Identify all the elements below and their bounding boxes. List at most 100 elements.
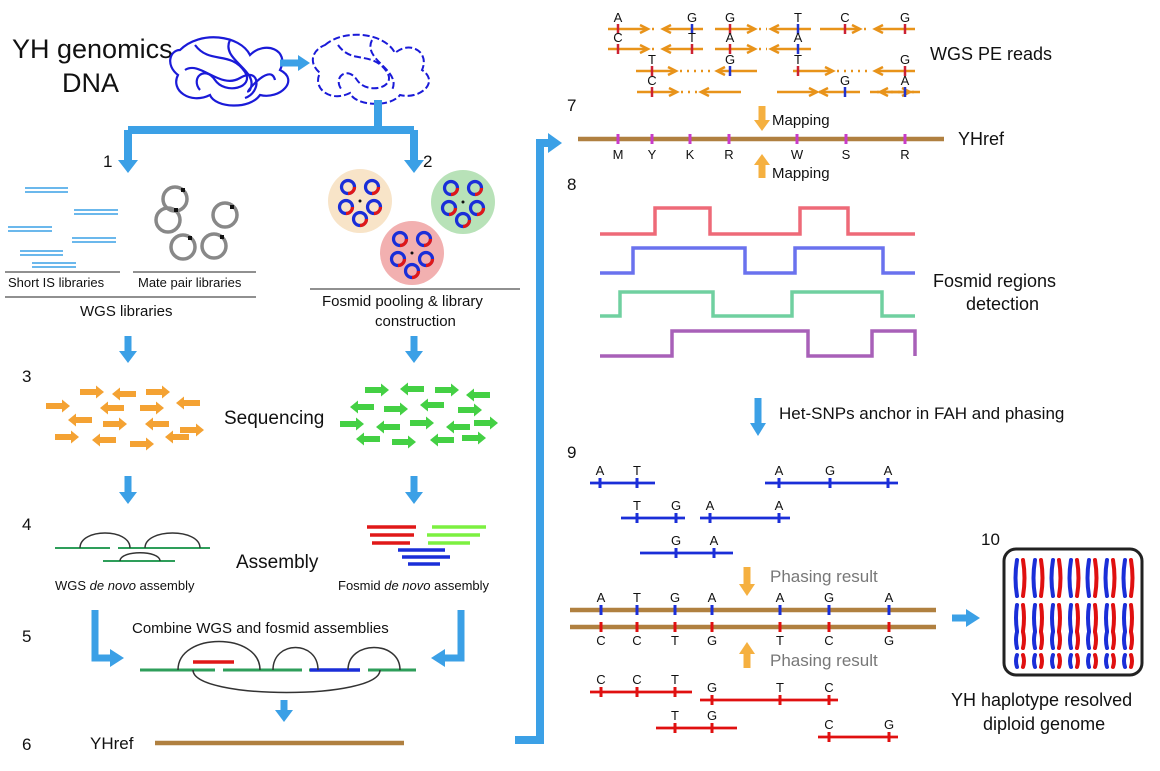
fosmid-ring-insert xyxy=(399,238,409,248)
green-read-arrow xyxy=(350,400,374,414)
fosmid-ring-insert xyxy=(371,186,381,196)
green-read-arrow xyxy=(376,420,400,434)
wgs-pe-reads: A G G T C GC T A AT G T GC G A xyxy=(608,10,920,98)
final-arrow-head xyxy=(966,609,980,627)
hap-top-allele: T xyxy=(633,590,641,605)
fosmid-ring-insert xyxy=(474,187,484,197)
chromosome-blue xyxy=(1104,653,1109,669)
orange-read-arrow xyxy=(46,399,70,413)
fosmid-ring-insert xyxy=(411,270,421,280)
combine-arrow-right-head xyxy=(431,649,445,667)
orange-read-arrow xyxy=(103,417,127,431)
ref-iupac-code: S xyxy=(842,147,851,162)
orange-read-arrow xyxy=(68,413,92,427)
mate-pair-junctions xyxy=(174,188,234,240)
pe-snp-letter: T xyxy=(688,30,696,45)
chromosome-blue xyxy=(1032,603,1037,633)
combine-label: Combine WGS and fosmid assemblies xyxy=(132,620,389,637)
pe-read-arrowhead xyxy=(660,43,672,55)
chromosome-blue xyxy=(1032,630,1037,650)
dna-fragmented-icon xyxy=(311,33,430,105)
step-4: 4 xyxy=(22,515,31,534)
wgs-assembly-graphic xyxy=(55,532,210,562)
ref-iupac-code: W xyxy=(791,147,804,162)
chromosome-blue xyxy=(1104,603,1109,633)
ref-iupac-code: R xyxy=(724,147,733,162)
het-snps-arrow-head xyxy=(750,423,766,436)
final-label-2: diploid genome xyxy=(983,714,1105,734)
green-read-arrow xyxy=(392,435,416,449)
chromosome-blue xyxy=(1049,558,1055,598)
step-8: 8 xyxy=(567,175,576,194)
chromosome-blue xyxy=(1050,630,1055,650)
orange-read-arrow xyxy=(146,385,170,399)
red-read-allele: C xyxy=(632,672,641,687)
chromosome-blue xyxy=(1050,603,1055,633)
green-read-arrow xyxy=(458,403,482,417)
ref-iupac-code: M xyxy=(613,147,624,162)
chromosome-red xyxy=(1129,630,1134,650)
blue-read-allele: G xyxy=(671,498,681,513)
red-read-allele: T xyxy=(671,708,679,723)
blue-read-allele: A xyxy=(884,463,893,478)
chromosome-red xyxy=(1057,558,1063,598)
pe-snp-letter: G xyxy=(687,10,697,25)
blue-read-allele: T xyxy=(633,498,641,513)
red-read-allele: T xyxy=(776,680,784,695)
green-read-arrow xyxy=(435,383,459,397)
fosmid-center-dot xyxy=(461,200,465,204)
pe-read-arrowhead xyxy=(714,65,726,77)
combine-arrow-left xyxy=(91,610,112,662)
orange-read-arrow xyxy=(55,430,79,444)
chromosome-red xyxy=(1111,630,1116,650)
hap-top-allele: A xyxy=(885,590,894,605)
hap-bottom-allele: T xyxy=(671,633,679,648)
orange-read-arrow xyxy=(180,423,204,437)
phasing-bottom-arrow-head xyxy=(739,642,755,654)
pe-snp-letter: A xyxy=(726,30,735,45)
red-read-allele: G xyxy=(884,717,894,732)
mate-pair-label: Mate pair libraries xyxy=(138,275,242,290)
orange-read-arrow xyxy=(80,385,104,399)
pe-snp-letter: T xyxy=(794,10,802,25)
red-read-allele: G xyxy=(707,708,717,723)
chromosome-red xyxy=(1111,558,1117,598)
green-read-arrow xyxy=(446,420,470,434)
fosmid-ring-insert xyxy=(345,206,355,216)
pe-read-arrowhead xyxy=(768,43,780,55)
hap-bottom-allele: G xyxy=(707,633,717,648)
orange-read-arrow xyxy=(92,433,116,447)
blue-read-allele: A xyxy=(775,463,784,478)
pe-read-arrowhead xyxy=(872,65,884,77)
arrow-to-fragmented-head xyxy=(298,55,310,71)
pe-read-arrowhead xyxy=(639,23,651,35)
pe-read-arrowhead xyxy=(667,65,679,77)
chromosome-blue xyxy=(1121,558,1127,598)
green-read-arrow xyxy=(356,432,380,446)
fosmid-ring-insert xyxy=(397,258,407,268)
sequencing-label: Sequencing xyxy=(224,408,324,429)
pe-read-arrowhead xyxy=(877,86,889,98)
chromosome-blue xyxy=(1122,630,1127,650)
orange-sequencing-reads xyxy=(46,385,204,451)
step-5: 5 xyxy=(22,627,31,646)
pe-snp-letter: C xyxy=(647,73,656,88)
mate-pair-circles xyxy=(154,185,239,261)
title-line2: DNA xyxy=(62,68,119,98)
chromosome-blue xyxy=(1067,558,1073,598)
fosmid-ring-insert xyxy=(476,207,486,217)
yhref-right-label: YHref xyxy=(958,129,1005,149)
fosmid-assembly-graphic xyxy=(367,525,486,566)
chromosome-blue xyxy=(1014,653,1019,669)
step-6: 6 xyxy=(22,735,31,754)
combine-arrow-left-head xyxy=(110,649,124,667)
fosmid-regions-label-1: Fosmid regions xyxy=(933,271,1056,291)
pe-snp-letter: T xyxy=(648,52,656,67)
phasing-bottom-label: Phasing result xyxy=(770,651,878,670)
diploid-chromosomes xyxy=(1013,558,1135,669)
chromosome-red xyxy=(1111,603,1116,633)
pe-snp-letter: G xyxy=(900,52,910,67)
wgs-libraries-label: WGS libraries xyxy=(80,303,173,320)
chromosome-blue xyxy=(1068,653,1073,669)
dna-tangle-icon xyxy=(169,36,290,107)
